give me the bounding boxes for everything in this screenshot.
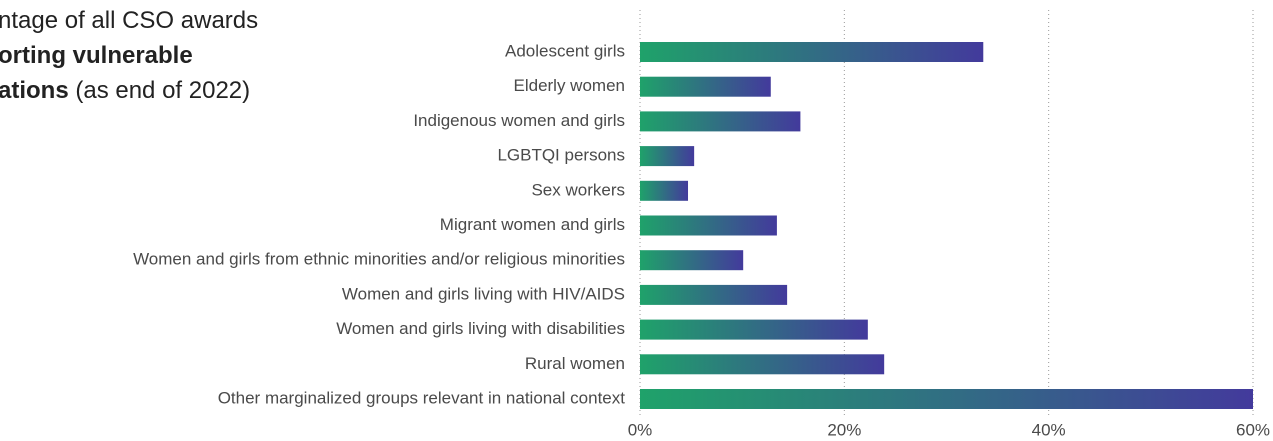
bar: [640, 389, 1253, 409]
y-tick-label: Migrant women and girls: [440, 215, 625, 234]
bar: [640, 284, 788, 305]
y-tick-label: Sex workers: [531, 180, 625, 199]
chart-title-line: ations (as end of 2022): [0, 77, 250, 104]
y-tick-label: Women and girls from ethnic minorities a…: [133, 250, 625, 269]
title-segment: orting vulnerable: [0, 42, 193, 69]
chart-title-line: ntage of all CSO awards: [0, 7, 258, 34]
y-tick-label: Elderly women: [514, 76, 626, 95]
x-tick-label: 40%: [1032, 420, 1066, 439]
y-tick-label: Rural women: [525, 354, 625, 373]
chart-title-line: orting vulnerable: [0, 42, 193, 69]
bar: [640, 42, 984, 62]
y-tick-label: Women and girls living with HIV/AIDS: [342, 284, 625, 303]
y-tick-label: Women and girls living with disabilities: [336, 319, 625, 338]
title-segment: ntage of all CSO awards: [0, 7, 258, 34]
bar: [640, 180, 689, 201]
y-tick-label: LGBTQI persons: [497, 146, 625, 165]
y-tick-label: Other marginalized groups relevant in na…: [218, 388, 626, 407]
title-segment: ations: [0, 77, 69, 104]
bar: [640, 76, 771, 97]
bar: [640, 146, 695, 167]
x-tick-label: 0%: [628, 420, 653, 439]
bar: [640, 354, 885, 375]
bar: [640, 250, 744, 271]
y-tick-label: Adolescent girls: [505, 41, 625, 60]
title-segment: (as end of 2022): [69, 77, 250, 104]
x-tick-label: 20%: [827, 420, 861, 439]
x-tick-label: 60%: [1236, 420, 1270, 439]
bar: [640, 319, 868, 340]
y-tick-label: Indigenous women and girls: [413, 111, 625, 130]
bar: [640, 111, 801, 132]
bar: [640, 215, 777, 236]
